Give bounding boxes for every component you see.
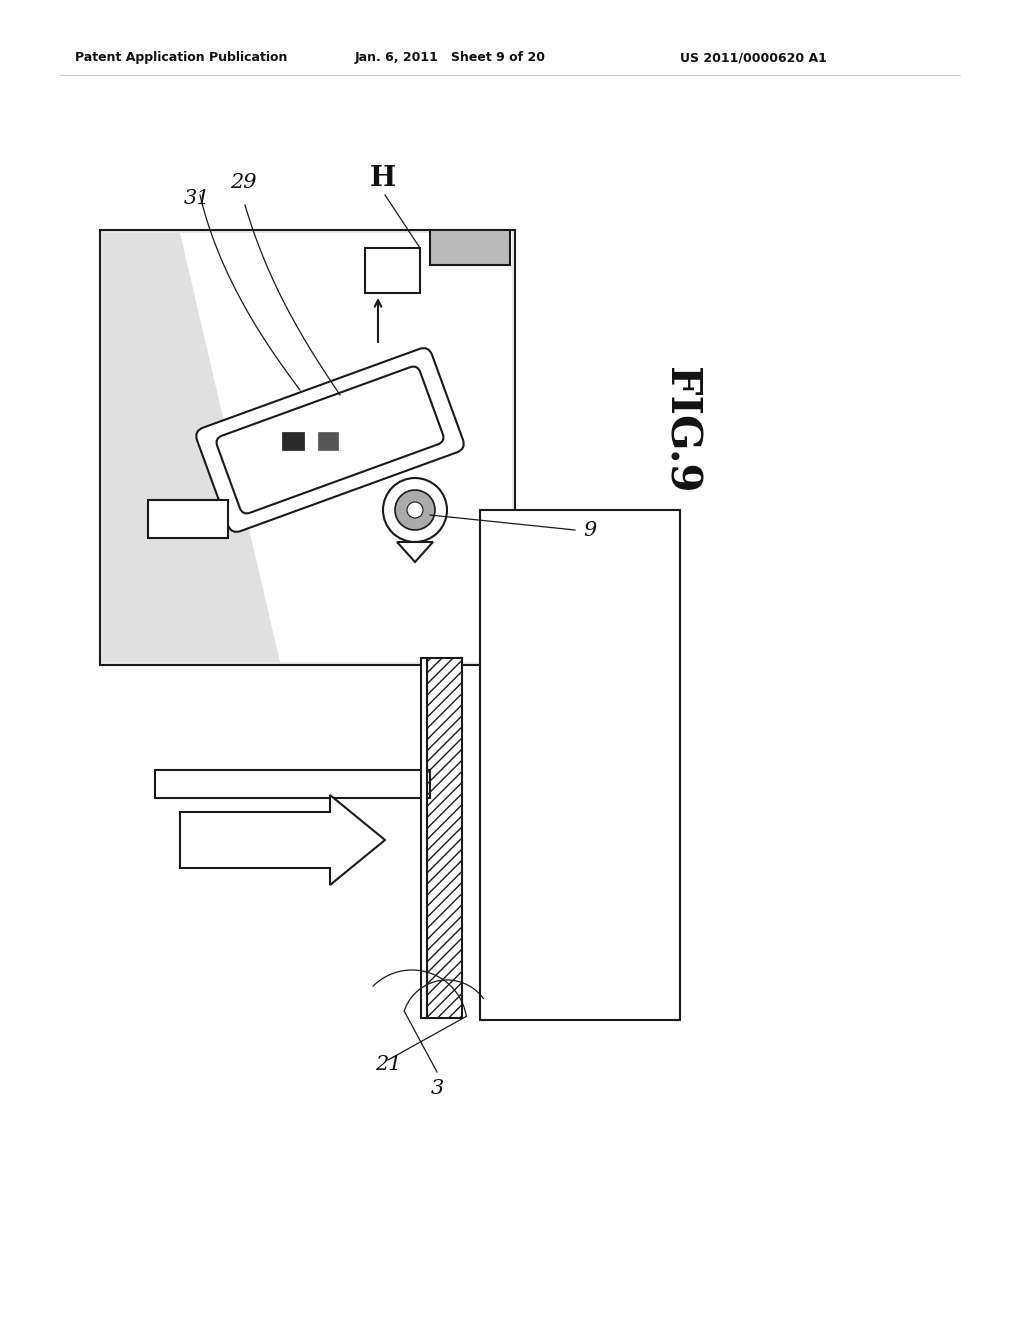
Bar <box>103 234 512 663</box>
Polygon shape <box>397 543 433 562</box>
Text: H: H <box>370 165 396 191</box>
Text: 31: 31 <box>183 189 210 207</box>
Bar <box>100 230 515 665</box>
Text: 3: 3 <box>430 1078 443 1097</box>
FancyBboxPatch shape <box>216 367 443 513</box>
Bar <box>365 248 420 293</box>
Bar <box>282 432 304 450</box>
Polygon shape <box>103 234 280 663</box>
Text: 9: 9 <box>584 520 597 540</box>
Bar <box>148 500 228 539</box>
Text: Jan. 6, 2011   Sheet 9 of 20: Jan. 6, 2011 Sheet 9 of 20 <box>355 51 546 65</box>
Polygon shape <box>180 795 385 884</box>
Circle shape <box>407 502 423 517</box>
Bar <box>318 432 338 450</box>
Text: 29: 29 <box>229 173 256 191</box>
Text: Patent Application Publication: Patent Application Publication <box>75 51 288 65</box>
Text: 21: 21 <box>375 1056 401 1074</box>
Circle shape <box>383 478 447 543</box>
Bar <box>480 510 680 1020</box>
Bar <box>427 657 462 1018</box>
Bar <box>155 770 430 799</box>
Text: FIG.9: FIG.9 <box>659 367 701 494</box>
Circle shape <box>395 490 435 531</box>
FancyBboxPatch shape <box>197 348 464 532</box>
Bar <box>421 657 427 1018</box>
Text: US 2011/0000620 A1: US 2011/0000620 A1 <box>680 51 826 65</box>
Polygon shape <box>430 230 510 265</box>
Bar <box>427 657 462 1018</box>
